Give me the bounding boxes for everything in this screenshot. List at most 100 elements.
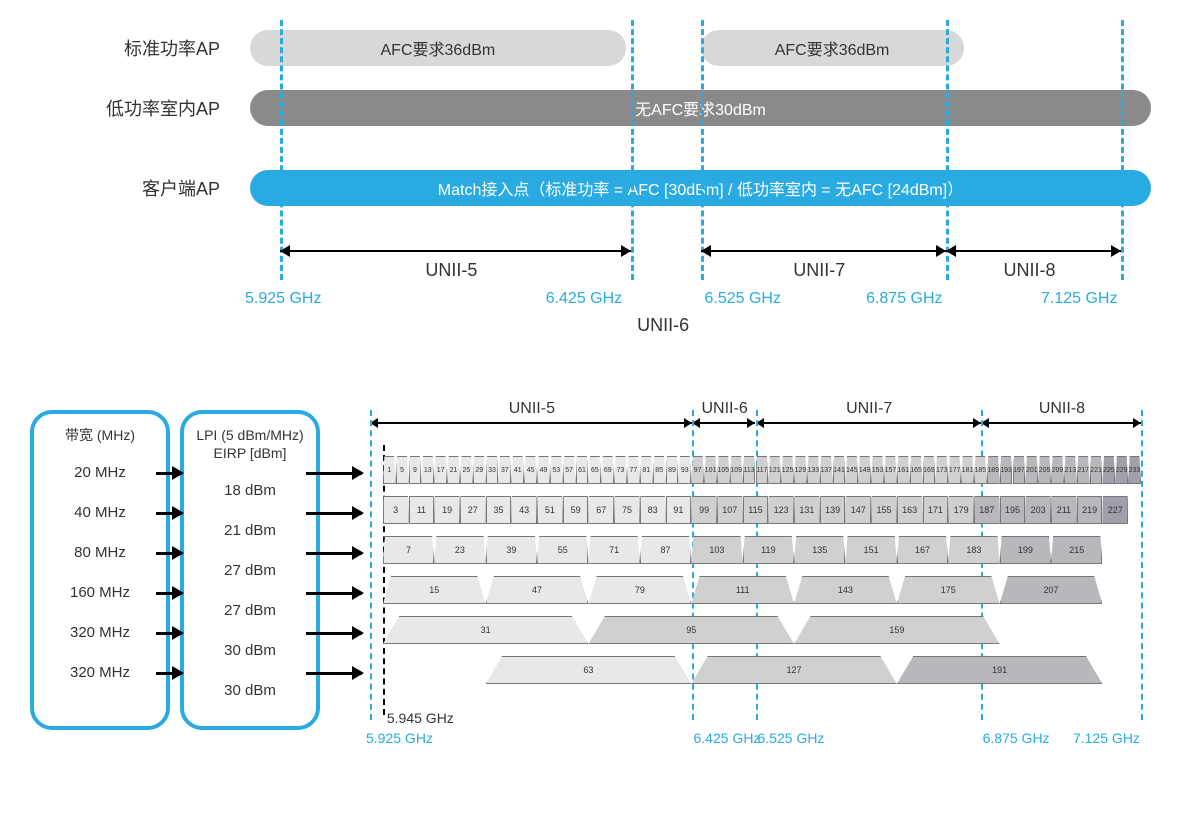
channel-163: 163 [897,496,923,524]
ch-unii-label: UNII-5 [505,400,559,418]
channel-35: 35 [486,496,512,524]
channel-203: 203 [1025,496,1051,524]
arrow-icon [156,472,182,475]
channel-143: 143 [794,576,897,604]
unii-label: UNII-5 [425,260,477,281]
channel-173: 173 [935,456,948,484]
channel-5: 5 [396,456,409,484]
channel-183: 183 [948,536,999,564]
channel-81: 81 [640,456,653,484]
eirp-value: 27 dBm [192,590,308,630]
channel-141: 141 [833,456,846,484]
channel-215: 215 [1051,536,1102,564]
channel-row-80: 72339557187103119135151167183199215 [370,536,1141,568]
channel-193: 193 [1000,456,1013,484]
channel-59: 59 [563,496,589,524]
eirp-value: 27 dBm [192,550,308,590]
unii-arrow [701,250,947,252]
channel-207: 207 [1000,576,1103,604]
channel-137: 137 [820,456,833,484]
arrow-icon [156,512,182,515]
channel-53: 53 [550,456,563,484]
freq-label: 6.525 GHz [705,290,781,308]
channel-123: 123 [768,496,794,524]
channel-43: 43 [511,496,537,524]
channel-75: 75 [614,496,640,524]
channel-179: 179 [948,496,974,524]
channel-131: 131 [794,496,820,524]
channel-65: 65 [588,456,601,484]
channel-121: 121 [768,456,781,484]
channel-227: 227 [1102,496,1128,524]
channel-77: 77 [627,456,640,484]
channel-189: 189 [987,456,1000,484]
channel-11: 11 [409,496,435,524]
channel-209: 209 [1051,456,1064,484]
channel-115: 115 [743,496,769,524]
arrow-icon [306,592,362,595]
ch-unii-arrow [692,422,756,424]
channel-37: 37 [498,456,511,484]
channel-33: 33 [486,456,499,484]
eirp-value: 30 dBm [192,670,308,710]
channel-15: 15 [383,576,486,604]
channel-147: 147 [845,496,871,524]
channel-45: 45 [524,456,537,484]
channel-151: 151 [845,536,896,564]
channel-139: 139 [820,496,846,524]
channel-87: 87 [640,536,691,564]
channel-205: 205 [1038,456,1051,484]
ch-freq-label: 6.875 GHz [983,730,1050,746]
arrow-icon [156,552,182,555]
channel-185: 185 [974,456,987,484]
channel-105: 105 [717,456,730,484]
channel-49: 49 [537,456,550,484]
ch-freq-label: 6.425 GHz [694,730,761,746]
bw-value: 80 MHz [42,532,158,572]
channel-29: 29 [473,456,486,484]
ch-freq-line [1141,410,1143,720]
channel-219: 219 [1077,496,1103,524]
channel-109: 109 [730,456,743,484]
channel-161: 161 [897,456,910,484]
row-label: 客户端AP [30,175,250,201]
channel-23: 23 [434,536,485,564]
channel-133: 133 [807,456,820,484]
channel-155: 155 [871,496,897,524]
arrow-icon [306,672,362,675]
ch-freq-label: 5.925 GHz [366,730,433,746]
ch-unii-arrow [981,422,1141,424]
channel-row-20: 1591317212529333741454953576165697377818… [370,456,1141,488]
freq-label: 7.125 GHz [1041,290,1117,308]
channel-67: 67 [588,496,614,524]
channel-97: 97 [691,456,704,484]
channel-233: 233 [1128,456,1141,484]
ch-unii-label: UNII-6 [698,400,752,418]
unii-label: UNII-8 [1004,260,1056,281]
unii-label: UNII-7 [793,260,845,281]
channel-1: 1 [383,456,396,484]
freq-label: 6.425 GHz [546,290,622,308]
ch-unii-label: UNII-7 [842,400,896,418]
arrow-icon [156,592,182,595]
channel-165: 165 [910,456,923,484]
channel-95: 95 [588,616,794,644]
channel-27: 27 [460,496,486,524]
channel-157: 157 [884,456,897,484]
row-standard-power: 标准功率AP AFC要求36dBm AFC要求36dBm [30,30,1151,66]
channel-19: 19 [434,496,460,524]
channel-119: 119 [743,536,794,564]
afc-bar-2: AFC要求36dBm [701,30,964,66]
channel-31: 31 [383,616,589,644]
channel-73: 73 [614,456,627,484]
bw-header: 带宽 (MHz) [42,426,158,444]
channel-135: 135 [794,536,845,564]
freq-dash-line [631,20,634,280]
bw-value: 160 MHz [42,572,158,612]
eirp-header: LPI (5 dBm/MHz) EIRP [dBm] [192,426,308,462]
channel-47: 47 [486,576,589,604]
bw-value: 320 MHz [42,612,158,652]
ch-unii-label: UNII-8 [1035,400,1089,418]
channel-187: 187 [974,496,1000,524]
channel-89: 89 [666,456,679,484]
